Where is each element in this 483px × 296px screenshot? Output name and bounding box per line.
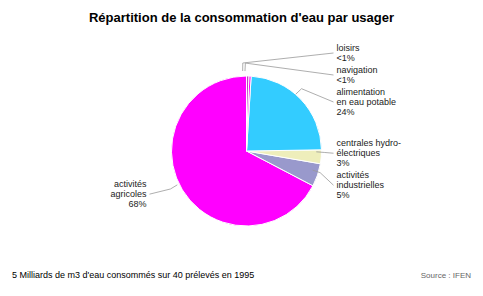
svg-text:alimentationen eau potable24%: alimentationen eau potable24%	[337, 87, 397, 117]
html-text:Répartition de la consommation: Répartition de la consommation d'eau par…	[89, 10, 394, 25]
svg-text:loisirs<1%: loisirs<1%	[337, 43, 361, 63]
html-text:5 Milliards de m3 d'eau consom: 5 Milliards de m3 d'eau consommés sur 40…	[12, 270, 255, 280]
svg-text:centrales hydro-électriques3%: centrales hydro-électriques3%	[337, 138, 402, 168]
svg-text:activitésagricoles68%: activitésagricoles68%	[110, 179, 147, 209]
svg-text:navigation<1%: navigation<1%	[337, 65, 378, 85]
svg-text:activitésindustrielles5%: activitésindustrielles5%	[337, 170, 385, 200]
html-text:Source : IFEN: Source : IFEN	[420, 270, 471, 280]
